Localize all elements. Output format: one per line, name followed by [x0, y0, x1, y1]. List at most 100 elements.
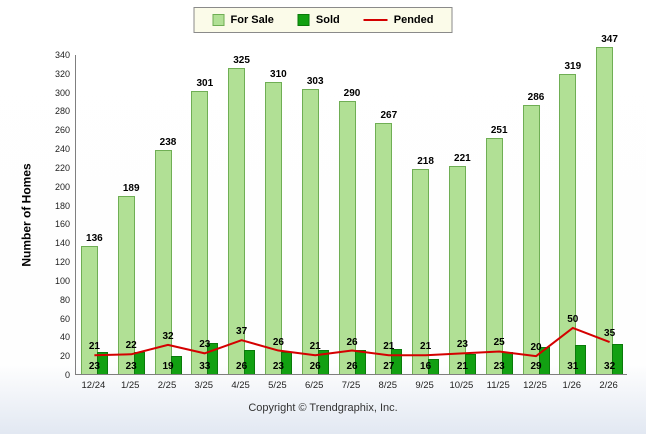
legend-item-sold: Sold: [297, 14, 340, 26]
legend-item-for-sale: For Sale: [212, 14, 274, 26]
x-tick-label: 10/25: [449, 380, 474, 391]
y-tick-label: 140: [54, 238, 70, 249]
legend-label-sold: Sold: [315, 14, 340, 26]
pended-value-label: 21: [309, 341, 321, 353]
x-tick-label: 12/25: [523, 380, 547, 391]
x-tick-label: 8/25: [378, 380, 398, 391]
sold-value-label: 26: [346, 361, 358, 372]
pended-value-label: 23: [456, 339, 468, 351]
for-sale-bar: [117, 196, 135, 374]
y-tick-label: 260: [54, 125, 70, 136]
pended-value-label: 22: [125, 340, 137, 352]
y-tick-label: 0: [64, 370, 70, 380]
x-tick-label: 5/25: [268, 380, 287, 391]
x-tick-label: 11/25: [486, 380, 510, 391]
legend-label-for-sale: For Sale: [230, 14, 274, 26]
for-sale-bar: [80, 246, 98, 374]
for-sale-bar: [485, 137, 503, 374]
for-sale-value-label: 238: [159, 137, 177, 148]
for-sale-value-label: 286: [527, 91, 545, 103]
y-axis-ticks: 0 20 40 60 80 100 120 140 160 180 200 220 240 260 280 3…: [38, 51, 70, 380]
y-tick-label: 200: [54, 181, 70, 192]
y-tick-label: 160: [54, 219, 70, 230]
pended-value-label: 25: [493, 337, 505, 349]
for-sale-bar: [338, 101, 356, 374]
x-tick-label: 7/25: [341, 380, 361, 391]
sold-value-label: 23: [88, 361, 100, 372]
for-sale-value-label: 303: [306, 75, 324, 87]
y-tick-label: 180: [54, 200, 70, 211]
for-sale-value-label: 301: [196, 77, 214, 89]
sold-bar: [354, 349, 366, 374]
sold-bar: [96, 352, 108, 374]
pended-line: [94, 326, 610, 358]
for-sale-bar: [228, 68, 246, 374]
sold-bar: [244, 349, 256, 374]
y-tick-label: 100: [54, 275, 70, 286]
y-tick-label: 20: [59, 351, 70, 362]
y-tick-label: 220: [54, 162, 70, 173]
sold-bar: [280, 352, 292, 374]
pended-value-label: 20: [530, 342, 542, 354]
sold-bar: [464, 354, 476, 374]
sold-value-label: 19: [162, 361, 174, 372]
y-tick-label: 300: [54, 87, 70, 98]
sold-bar: [391, 348, 403, 374]
pended-value-label: 26: [272, 336, 284, 348]
for-sale-value-label: 136: [86, 233, 103, 244]
sold-value-label: 23: [125, 361, 137, 372]
for-sale-value-label: 218: [417, 155, 434, 167]
for-sale-bar: [264, 82, 282, 374]
for-sale-value-label: 290: [343, 88, 361, 100]
sold-value-label: 23: [272, 361, 284, 372]
for-sale-bar: [375, 122, 393, 374]
for-sale-value-label: 310: [270, 69, 287, 81]
sold-value-label: 23: [493, 361, 505, 372]
for-sale-value-label: 319: [564, 60, 582, 72]
sold-value-label: 26: [236, 361, 248, 372]
sold-value-label: 33: [199, 361, 211, 372]
pended-value-label: 23: [199, 339, 211, 351]
sold-bar: [575, 344, 587, 374]
y-tick-label: 280: [54, 106, 70, 117]
pended-value-label: 21: [420, 341, 432, 353]
for-sale-value-label: 325: [233, 55, 250, 67]
sold-value-label: 16: [420, 361, 432, 372]
for-sale-value-label: 189: [122, 183, 140, 195]
x-tick-label: 4/25: [231, 380, 250, 391]
y-tick-label: 240: [54, 144, 70, 155]
x-tick-label: 6/25: [304, 380, 324, 391]
sold-value-label: 32: [604, 361, 616, 372]
sold-bar: [207, 342, 219, 374]
sold-value-label: 27: [383, 361, 395, 372]
for-sale-bar: [559, 73, 577, 374]
y-axis-title-wrap: Number of Homes: [16, 55, 38, 375]
pended-value-label: 21: [88, 341, 100, 353]
x-tick-label: 9/25: [415, 380, 434, 391]
for-sale-bar: [154, 150, 172, 374]
for-sale-bar: [522, 104, 540, 374]
legend-label-pended: Pended: [393, 14, 434, 26]
y-tick-label: 80: [59, 294, 70, 305]
legend-item-pended: Pended: [363, 14, 434, 26]
pended-value-label: 26: [346, 336, 358, 348]
pended-value-label: 50: [567, 313, 579, 325]
x-tick-label: 12/24: [81, 380, 106, 391]
y-tick-label: 120: [54, 257, 70, 268]
for-sale-bar: [301, 88, 319, 374]
y-tick-label: 60: [59, 313, 70, 324]
plot-area: 136 21 23 189 22 23 238 32 19 301 23 33 325 37 26 310 26…: [75, 34, 627, 375]
sold-value-label: 29: [530, 361, 542, 372]
x-tick-label: 2/25: [157, 380, 177, 391]
sold-swatch-icon: [297, 14, 310, 26]
x-axis-ticks: 12/24 1/25 2/25 3/25 4/25 5/25 6/25 7/25 8/25 9/2…: [75, 380, 627, 394]
y-tick-label: 40: [59, 332, 70, 343]
x-tick-label: 1/25: [120, 380, 140, 391]
y-tick-label: 320: [54, 68, 70, 79]
for-sale-value-label: 267: [380, 109, 398, 121]
for-sale-value-label: 347: [601, 34, 618, 46]
pended-value-label: 37: [236, 326, 248, 338]
sold-value-label: 21: [456, 361, 468, 372]
x-tick-label: 2/26: [599, 380, 618, 391]
